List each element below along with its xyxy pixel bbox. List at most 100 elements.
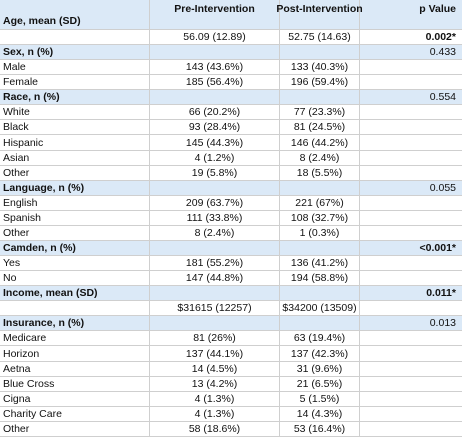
row-label: Other <box>0 421 150 436</box>
table-row: Horizon 137 (44.1%) 137 (42.3%) <box>0 346 462 362</box>
empty-cell <box>360 75 462 89</box>
p-value: <0.001* <box>419 242 457 254</box>
table-row: Spanish 111 (33.8%) 108 (32.7%) <box>0 210 462 226</box>
table-row: Female 185 (56.4%) 196 (59.4%) <box>0 75 462 91</box>
empty-cell <box>360 301 462 315</box>
row-label: Black <box>0 120 150 135</box>
pre-value: 93 (28.4%) <box>150 120 280 135</box>
table-row: Medicare 81 (26%) 63 (19.4%) <box>0 331 462 347</box>
section-title: Sex, n (%) <box>0 45 150 60</box>
section-title: Language, n (%) <box>0 180 150 195</box>
pre-value: 209 (63.7%) <box>150 195 280 210</box>
post-value: 194 (58.8%) <box>280 271 360 286</box>
empty-cell <box>150 286 280 301</box>
post-value: 133 (40.3%) <box>280 60 360 75</box>
post-value: 137 (42.3%) <box>280 346 360 361</box>
table-row: Blue Cross 13 (4.2%) 21 (6.5%) <box>0 376 462 392</box>
section-title: Race, n (%) <box>0 90 150 105</box>
p-value: 0.011* <box>426 287 456 300</box>
empty-cell <box>150 90 280 105</box>
empty-cell <box>280 90 360 105</box>
p-value: 0.433 <box>429 46 456 59</box>
row-label: Spanish <box>0 210 150 225</box>
column-header: p Value <box>419 3 456 15</box>
table-row: Age, mean (SD) Pre-Intervention Post-Inter… <box>0 0 462 30</box>
empty-cell <box>150 240 280 256</box>
table-row: Other 58 (18.6%) 53 (16.4%) <box>0 421 462 437</box>
pre-value: 8 (2.4%) <box>150 225 280 240</box>
empty-cell <box>360 211 462 225</box>
table-row: Aetna 14 (4.5%) 31 (9.6%) <box>0 361 462 377</box>
pre-value: 13 (4.2%) <box>150 376 280 391</box>
table-row: Other 8 (2.4%) 1 (0.3%) <box>0 225 462 241</box>
row-label: English <box>0 195 150 210</box>
p-value: 0.055 <box>429 181 456 194</box>
empty-cell <box>150 180 280 195</box>
pre-value: 14 (4.5%) <box>150 361 280 376</box>
p-value: 0.002* <box>425 31 456 44</box>
table-row: Charity Care 4 (1.3%) 14 (4.3%) <box>0 406 462 422</box>
table-row: 56.09 (12.89) 52.75 (14.63) 0.002* <box>0 30 462 46</box>
post-value: 5 (1.5%) <box>280 391 360 406</box>
pre-value: $31615 (12257) <box>150 301 280 316</box>
pre-value: 4 (1.3%) <box>150 391 280 406</box>
table-row: Asian 4 (1.2%) 8 (2.4%) <box>0 150 462 166</box>
row-label: Blue Cross <box>0 376 150 391</box>
table-row: $31615 (12257) $34200 (13509) <box>0 301 462 317</box>
table-row: Other 19 (5.8%) 18 (5.5%) <box>0 165 462 181</box>
post-value: 31 (9.6%) <box>280 361 360 376</box>
post-value: 63 (19.4%) <box>280 331 360 346</box>
post-value: 146 (44.2%) <box>280 135 360 150</box>
empty-cell <box>360 151 462 165</box>
post-value: 81 (24.5%) <box>280 120 360 135</box>
empty-cell <box>280 316 360 331</box>
post-value: 52.75 (14.63) <box>280 30 360 45</box>
pre-value: 147 (44.8%) <box>150 271 280 286</box>
table-row: Sex, n (%) 0.433 <box>0 45 462 61</box>
empty-cell <box>360 271 462 285</box>
table-row: Yes 181 (55.2%) 136 (41.2%) <box>0 256 462 272</box>
empty-cell <box>280 45 360 60</box>
row-label <box>0 30 150 45</box>
empty-cell <box>150 316 280 331</box>
pre-value: 181 (55.2%) <box>150 256 280 271</box>
row-label <box>0 301 150 316</box>
pre-value: 81 (26%) <box>150 331 280 346</box>
row-label: Charity Care <box>0 406 150 421</box>
empty-cell <box>360 362 462 376</box>
row-label: Female <box>0 75 150 90</box>
row-label: White <box>0 105 150 120</box>
post-value: 196 (59.4%) <box>280 75 360 90</box>
column-header: Pre-Intervention <box>150 0 280 29</box>
table-row: Hispanic 145 (44.3%) 146 (44.2%) <box>0 135 462 151</box>
post-value: 77 (23.3%) <box>280 105 360 120</box>
row-label: Aetna <box>0 361 150 376</box>
empty-cell <box>360 256 462 270</box>
table-row: Black 93 (28.4%) 81 (24.5%) <box>0 120 462 136</box>
table-row: Camden, n (%) <0.001* <box>0 240 462 257</box>
pre-value: 4 (1.3%) <box>150 406 280 421</box>
post-value: 136 (41.2%) <box>280 256 360 271</box>
section-title: Income, mean (SD) <box>0 286 150 301</box>
row-label: Hispanic <box>0 135 150 150</box>
empty-cell <box>280 286 360 301</box>
column-header: Post-Intervention <box>276 0 363 29</box>
row-label: Medicare <box>0 331 150 346</box>
table-row: Insurance, n (%) 0.013 <box>0 316 462 332</box>
pre-value: 66 (20.2%) <box>150 105 280 120</box>
row-label: Male <box>0 60 150 75</box>
post-value: $34200 (13509) <box>280 301 360 316</box>
row-label: No <box>0 271 150 286</box>
row-label: Other <box>0 165 150 180</box>
row-label: Cigna <box>0 391 150 406</box>
pre-value: 4 (1.2%) <box>150 150 280 165</box>
p-value: 0.013 <box>429 317 456 330</box>
p-value: 0.554 <box>429 91 456 104</box>
table-row: Cigna 4 (1.3%) 5 (1.5%) <box>0 391 462 407</box>
section-title: Insurance, n (%) <box>0 316 150 331</box>
empty-cell <box>150 45 280 60</box>
empty-cell <box>360 60 462 74</box>
post-value: 18 (5.5%) <box>280 165 360 180</box>
empty-cell <box>280 180 360 195</box>
